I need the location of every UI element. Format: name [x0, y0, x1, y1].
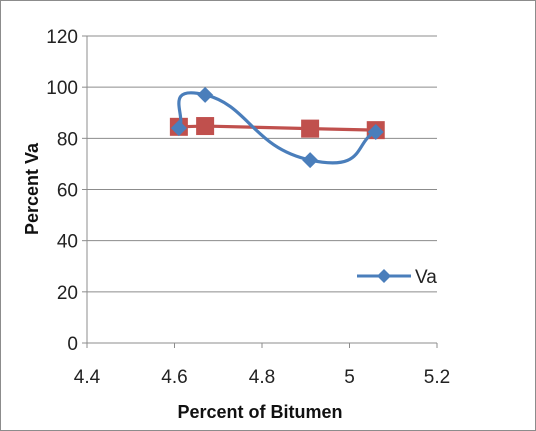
legend-va-marker — [377, 269, 391, 283]
y-tick-label: 20 — [57, 283, 78, 304]
x-axis-title: Percent of Bitumen — [177, 402, 342, 422]
y-tick-label: 120 — [46, 27, 78, 48]
va-point — [302, 152, 319, 169]
x-tick-label: 4.6 — [161, 367, 187, 388]
grid-lines — [87, 35, 437, 293]
x-tick-label: 4.8 — [249, 367, 275, 388]
y-tick-label: 60 — [57, 181, 78, 202]
y-tick-label: 100 — [46, 78, 78, 99]
y-tick-label: 80 — [57, 129, 78, 150]
x-tick-label: 5 — [344, 367, 355, 388]
series-2-point — [301, 119, 320, 138]
series-2-point — [196, 117, 215, 136]
series-2-line — [178, 124, 376, 132]
x-tick-label: 5.2 — [424, 367, 450, 388]
va-line — [177, 91, 377, 165]
y-axis-title: Percent Va — [22, 142, 42, 235]
va-point — [170, 120, 187, 137]
y-tick-label: 0 — [67, 334, 78, 355]
legend-va-label: Va — [415, 267, 437, 288]
tick-labels: 0 20 40 60 80 100 120 4.4 4.6 4.8 5 5.2 — [46, 27, 450, 388]
legend: Va — [357, 267, 437, 288]
axes — [82, 35, 438, 348]
y-tick-label: 40 — [57, 232, 78, 253]
va-point — [367, 123, 384, 140]
series-layer — [169, 86, 385, 169]
va-point — [197, 86, 214, 103]
x-tick-label: 4.4 — [74, 367, 101, 388]
